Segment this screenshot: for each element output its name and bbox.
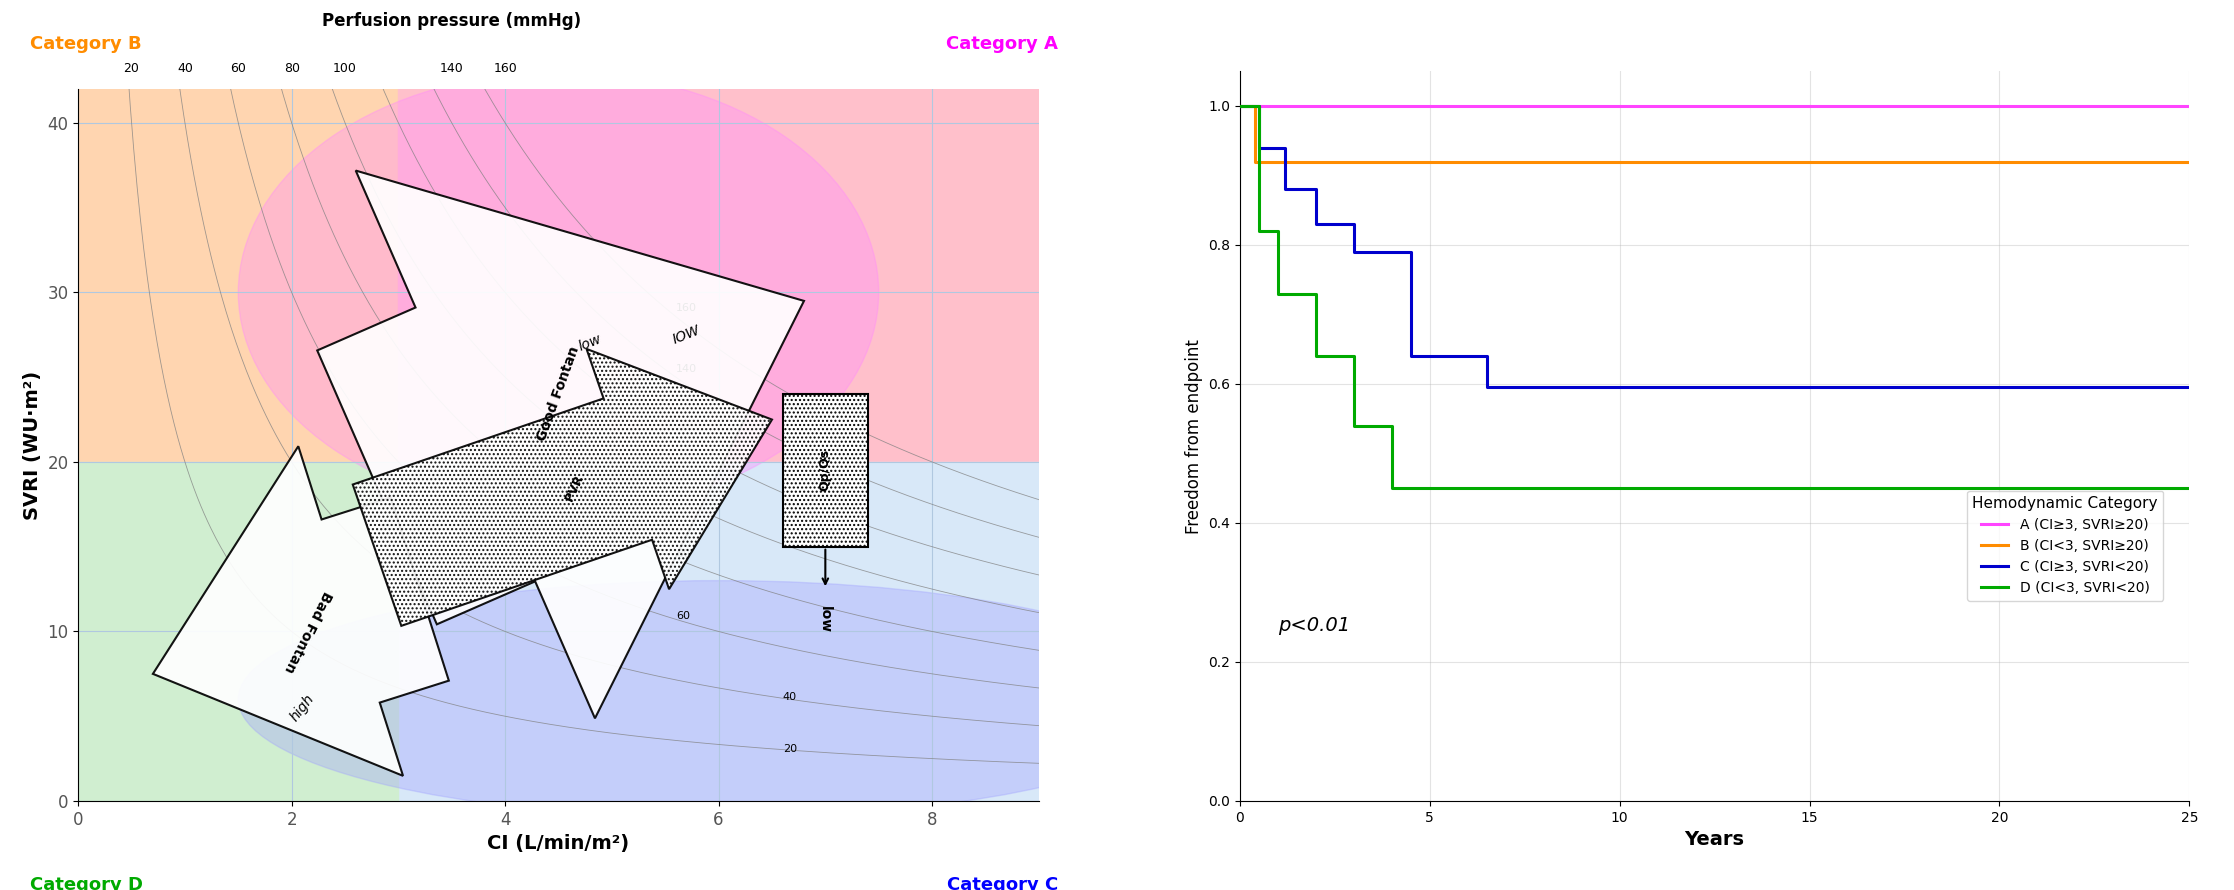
- C (CI≥3, SVRI<20): [1796, 382, 1823, 392]
- C (CI≥3, SVRI<20): [1302, 219, 1329, 230]
- D (CI<3, SVRI<20): [1302, 351, 1329, 361]
- Text: 80: 80: [677, 549, 690, 560]
- Text: 40: 40: [782, 692, 798, 701]
- Text: 160: 160: [494, 62, 516, 76]
- Ellipse shape: [239, 580, 1200, 818]
- Text: 40: 40: [176, 62, 192, 76]
- FancyBboxPatch shape: [782, 394, 869, 546]
- Text: Qp/Qs: Qp/Qs: [820, 449, 831, 491]
- X-axis label: CI (L/min/m²): CI (L/min/m²): [487, 834, 630, 854]
- Text: 160: 160: [677, 303, 697, 313]
- Line: C (CI≥3, SVRI<20): C (CI≥3, SVRI<20): [1240, 106, 2189, 387]
- D (CI<3, SVRI<20): [1247, 226, 1273, 237]
- Text: 60: 60: [230, 62, 246, 76]
- Text: Category A: Category A: [947, 36, 1059, 53]
- B (CI<3, SVRI≥20): [2176, 157, 2203, 167]
- Text: high: high: [288, 692, 317, 724]
- Y-axis label: Freedom from endpoint: Freedom from endpoint: [1184, 339, 1202, 533]
- Polygon shape: [152, 446, 449, 776]
- Text: 20: 20: [123, 62, 139, 76]
- Text: Good Fontan: Good Fontan: [534, 344, 583, 443]
- Text: Perfusion pressure (mmHg): Perfusion pressure (mmHg): [322, 12, 581, 29]
- D (CI<3, SVRI<20): [2176, 483, 2203, 494]
- Text: Bad Fontan: Bad Fontan: [281, 588, 333, 675]
- Text: 140: 140: [677, 365, 697, 375]
- Text: 60: 60: [677, 611, 690, 621]
- D (CI<3, SVRI<20): [1226, 101, 1253, 111]
- Text: 80: 80: [284, 62, 299, 76]
- Bar: [398, 462, 1039, 801]
- Text: low: low: [576, 332, 603, 354]
- C (CI≥3, SVRI<20): [1398, 351, 1425, 361]
- Text: 140: 140: [440, 62, 465, 76]
- Ellipse shape: [239, 72, 878, 513]
- Bar: [78, 462, 398, 801]
- Bar: [78, 89, 398, 462]
- Line: B (CI<3, SVRI≥20): B (CI<3, SVRI≥20): [1240, 106, 2189, 162]
- C (CI≥3, SVRI<20): [1271, 184, 1298, 195]
- Text: low: low: [818, 606, 833, 633]
- Text: 120: 120: [677, 426, 697, 436]
- D (CI<3, SVRI<20): [1416, 483, 1443, 494]
- D (CI<3, SVRI<20): [1264, 288, 1291, 299]
- D (CI<3, SVRI<20): [1340, 420, 1367, 431]
- B (CI<3, SVRI≥20): [1226, 101, 1253, 111]
- Text: Category C: Category C: [947, 876, 1059, 890]
- Text: Category B: Category B: [31, 36, 141, 53]
- Polygon shape: [353, 349, 773, 626]
- C (CI≥3, SVRI<20): [1247, 142, 1273, 153]
- C (CI≥3, SVRI<20): [1340, 247, 1367, 257]
- X-axis label: Years: Years: [1684, 830, 1745, 849]
- Bar: [398, 89, 1039, 462]
- C (CI≥3, SVRI<20): [1474, 382, 1501, 392]
- Line: D (CI<3, SVRI<20): D (CI<3, SVRI<20): [1240, 106, 2189, 489]
- Text: Category D: Category D: [31, 876, 143, 890]
- Text: 100: 100: [333, 62, 357, 76]
- Polygon shape: [317, 171, 804, 718]
- Text: 20: 20: [782, 744, 798, 754]
- Text: 100: 100: [677, 488, 697, 498]
- Text: PVR: PVR: [563, 472, 585, 503]
- D (CI<3, SVRI<20): [1378, 483, 1405, 494]
- C (CI≥3, SVRI<20): [1226, 101, 1253, 111]
- Text: p<0.01: p<0.01: [1278, 617, 1349, 635]
- C (CI≥3, SVRI<20): [2176, 382, 2203, 392]
- Y-axis label: SVRI (WU·m²): SVRI (WU·m²): [22, 370, 42, 520]
- Legend: A (CI≥3, SVRI≥20), B (CI<3, SVRI≥20), C (CI≥3, SVRI<20), D (CI<3, SVRI<20): A (CI≥3, SVRI≥20), B (CI<3, SVRI≥20), C …: [1966, 490, 2163, 601]
- B (CI<3, SVRI≥20): [1242, 157, 1269, 167]
- Text: IOW: IOW: [670, 323, 701, 347]
